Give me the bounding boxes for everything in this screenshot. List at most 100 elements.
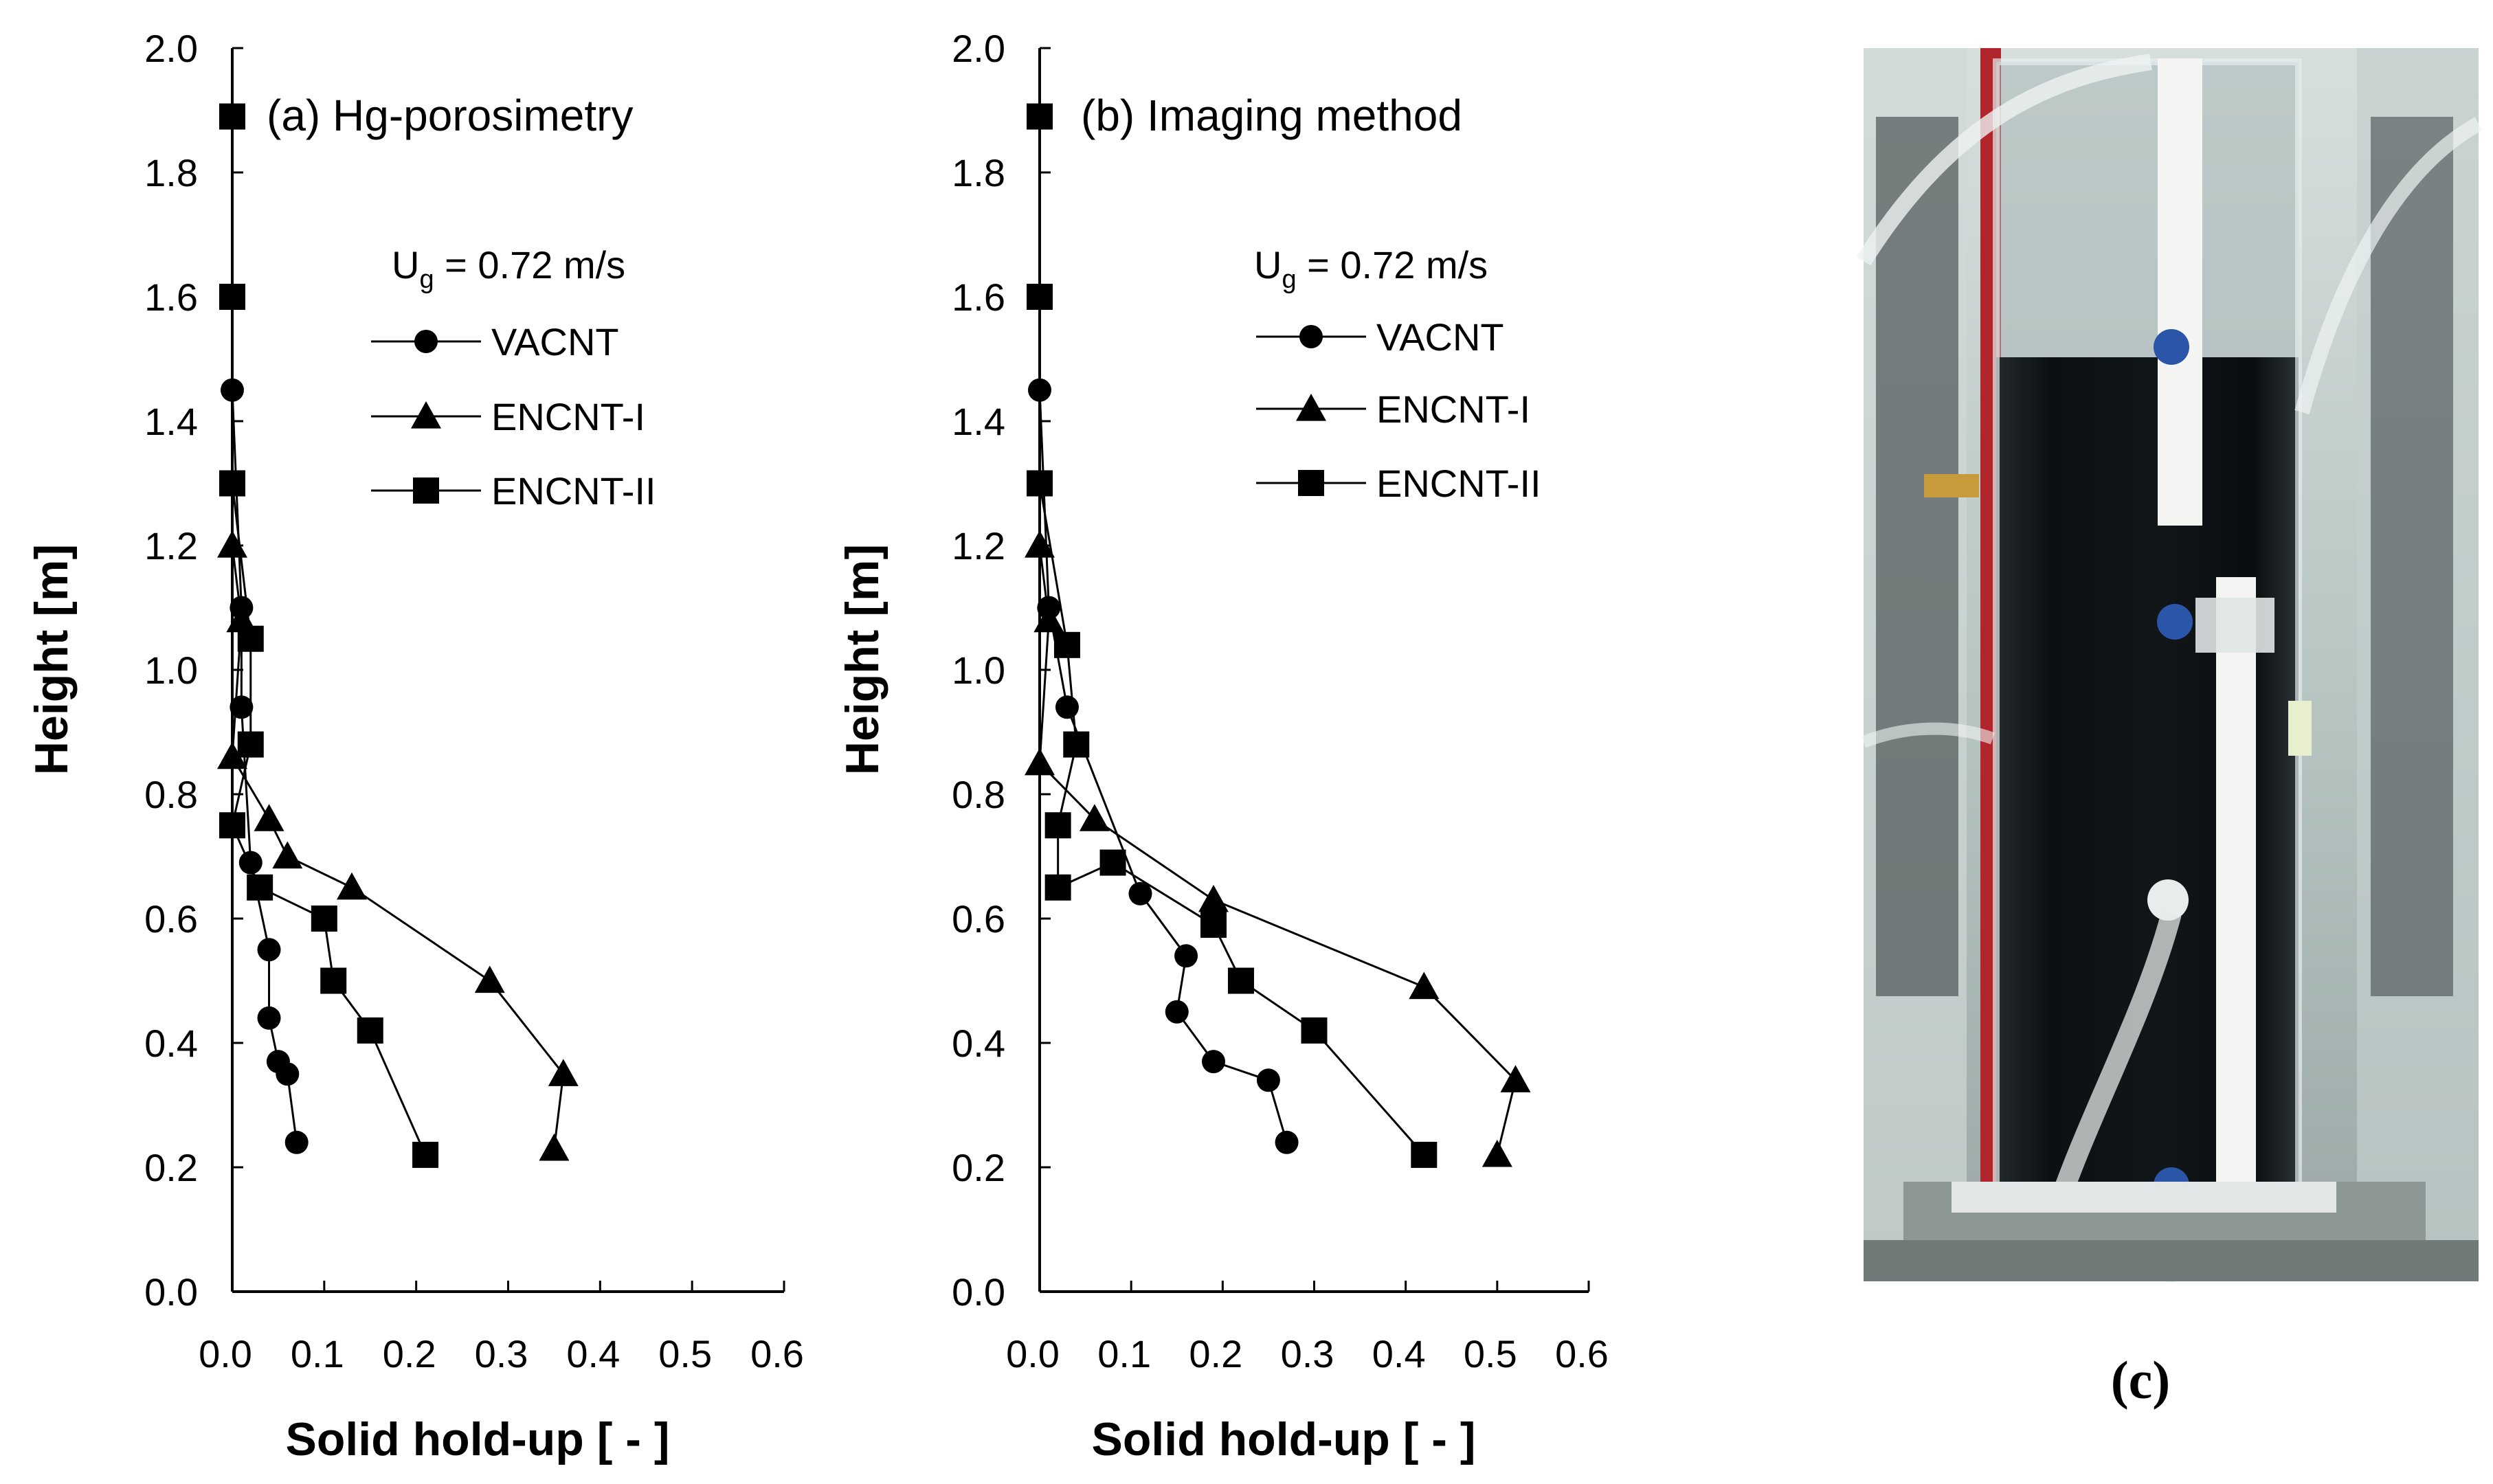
chart-b-data-point (1027, 470, 1053, 497)
chart-b-data-point (1409, 971, 1440, 1000)
chart-a-x-tick-label: 0.6 (750, 1332, 804, 1375)
chart-b-x-tick-label: 0.4 (1372, 1332, 1426, 1375)
chart-a-y-tick-label: 0.2 (144, 1146, 198, 1189)
tube-left-arc-2 (1861, 722, 1995, 748)
column-freeboard (1996, 62, 2299, 357)
chart-b-data-point (1202, 1050, 1226, 1074)
chart-b-series-vacnt: VACNT (1028, 315, 1504, 1154)
chart-b-legend-title: Ug = 0.72 m/s (1254, 243, 1488, 294)
chart-a-data-point (266, 1050, 290, 1074)
measuring-scale-upper (2158, 58, 2202, 526)
chart-a-series-encnt-i: ENCNT-I (217, 395, 645, 1161)
chart-b-data-point (1301, 1017, 1328, 1044)
chart-a-data-point (254, 804, 284, 831)
chart-a-x-tick-label: 0.3 (475, 1332, 528, 1375)
chart-b-y-axis-label: Height [m] (836, 544, 888, 775)
clip (2195, 598, 2274, 653)
chart-b-y-tick-label: 0.8 (952, 773, 1005, 816)
chart-b-y-tick-label: 0.0 (952, 1270, 1005, 1314)
chart-a-legend-marker (411, 401, 441, 429)
chart-b-data-point (1053, 631, 1080, 658)
measuring-scale-lower (2216, 577, 2256, 1216)
chart-a-data-point (219, 284, 245, 310)
chart-a-data-point (474, 965, 505, 993)
chart-b-y-tick-label: 0.6 (952, 897, 1005, 941)
chart-a-x-tick-label: 0.4 (566, 1332, 620, 1375)
chart-a-panel-label: (a) Hg-porosimetry (267, 91, 633, 140)
chart-a-data-point (237, 625, 264, 652)
chart-b-series-encnt-i: ENCNT-I (1025, 387, 1531, 1167)
chart-b-data-point (1500, 1065, 1531, 1092)
chart-b-data-point (1055, 695, 1079, 719)
chart-b-legend-label: VACNT (1376, 315, 1504, 359)
chart-a-legend-label: ENCNT-I (491, 395, 645, 438)
chart-a-x-tick-label: 0.2 (383, 1332, 436, 1375)
chart-a-data-point (257, 1006, 281, 1030)
photo-caption: (c) (2111, 1350, 2171, 1410)
chart-b-x-tick-label: 0.6 (1555, 1332, 1609, 1375)
chart-b-plot: 0.0 0.2 0.4 0.6 0.8 1.0 1.2 1.4 1.6 1.8 2.0 0.0 0.1 0… (952, 27, 1609, 1375)
chart-panel-a: (a) Hg-porosimetry Ug = 0.72 m/s Solid h… (25, 91, 669, 1465)
chart-b-series-line (1038, 545, 1517, 1156)
chart-b-y-tick-label: 1.8 (952, 151, 1005, 194)
chart-a-x-tick-label: 0.5 (658, 1332, 712, 1375)
chart-a-y-axis-label: Height [m] (25, 544, 78, 775)
chart-panel-b: (b) Imaging method Ug = 0.72 m/s Solid h… (836, 91, 1488, 1465)
chart-a-data-point (539, 1133, 570, 1161)
chart-b-y-tick-label: 1.4 (952, 400, 1005, 443)
chart-a-data-point (238, 851, 262, 875)
chart-b-data-point (1174, 944, 1198, 968)
chart-b-y-tick-label: 0.4 (952, 1022, 1005, 1065)
chart-b-data-point (1256, 1068, 1280, 1092)
chart-b-data-point (1063, 731, 1090, 758)
chart-a-data-point (320, 967, 347, 994)
chart-b-data-point (1198, 884, 1229, 912)
chart-b-data-point (1227, 967, 1254, 994)
chart-a-data-point (217, 741, 247, 769)
chart-b-data-point (1044, 874, 1071, 901)
chart-a-x-tick-label: 0.0 (199, 1332, 252, 1375)
chart-b-data-point (1128, 881, 1152, 906)
chart-b-data-point (1099, 849, 1126, 876)
chart-a-x-axis-label: Solid hold-up [ - ] (286, 1413, 670, 1465)
chart-b-data-point (1027, 284, 1053, 310)
tube-left-arc (1856, 54, 2152, 266)
chart-a-y-tick-label: 1.8 (144, 151, 198, 194)
chart-b-legend-label: ENCNT-I (1376, 387, 1530, 431)
chart-b-data-point (1027, 103, 1053, 130)
chart-a-y-tick-label: 1.6 (144, 276, 198, 319)
chart-a-data-point (219, 470, 245, 497)
chart-a-data-point (272, 841, 303, 869)
chart-a-data-point (219, 812, 245, 839)
column-base-shadow (1864, 1240, 2479, 1281)
chart-b-legend-label: ENCNT-II (1376, 462, 1541, 505)
chart-a-legend-title: Ug = 0.72 m/s (392, 243, 625, 294)
chart-a-y-tick-label: 1.2 (144, 524, 198, 567)
chart-b-data-point (1079, 804, 1110, 831)
chart-b-x-axis-label: Solid hold-up [ - ] (1092, 1413, 1476, 1465)
chart-b-y-tick-label: 1.0 (952, 649, 1005, 692)
chart-a-y-tick-label: 0.8 (144, 773, 198, 816)
chart-a-y-tick-label: 2.0 (144, 27, 198, 70)
chart-b-data-point (1275, 1130, 1299, 1154)
chart-a-series-encnt-ii: ENCNT-II (219, 103, 656, 1168)
chart-a-legend-label: ENCNT-II (491, 469, 656, 513)
chart-a-plot: 0.0 0.2 0.4 0.6 0.8 1.0 1.2 1.4 1.6 1.8 2.0 0.0 0.1 0… (144, 27, 804, 1375)
chart-a-data-point (412, 1141, 439, 1168)
chart-a-data-point (336, 872, 367, 900)
chart-b-data-point (1200, 912, 1227, 938)
chart-a-data-point (357, 1017, 383, 1044)
tube-lower (2044, 911, 2182, 1219)
chart-b-x-tick-label: 0.3 (1281, 1332, 1334, 1375)
chart-b-series-encnt-ii: ENCNT-II (1027, 103, 1541, 1168)
chart-a-y-tick-label: 0.4 (144, 1022, 198, 1065)
chart-a-data-point (219, 103, 245, 130)
fitting-white (2147, 879, 2189, 921)
chart-b-series-line (1038, 390, 1288, 1143)
chart-a-data-point (311, 906, 337, 932)
chart-b-legend-marker (1299, 325, 1323, 348)
chart-a-y-tick-label: 1.0 (144, 649, 198, 692)
chart-a-y-tick-label: 0.6 (144, 897, 198, 941)
chart-b-y-tick-label: 0.2 (952, 1146, 1005, 1189)
background-panel-dark-right (2371, 117, 2453, 996)
